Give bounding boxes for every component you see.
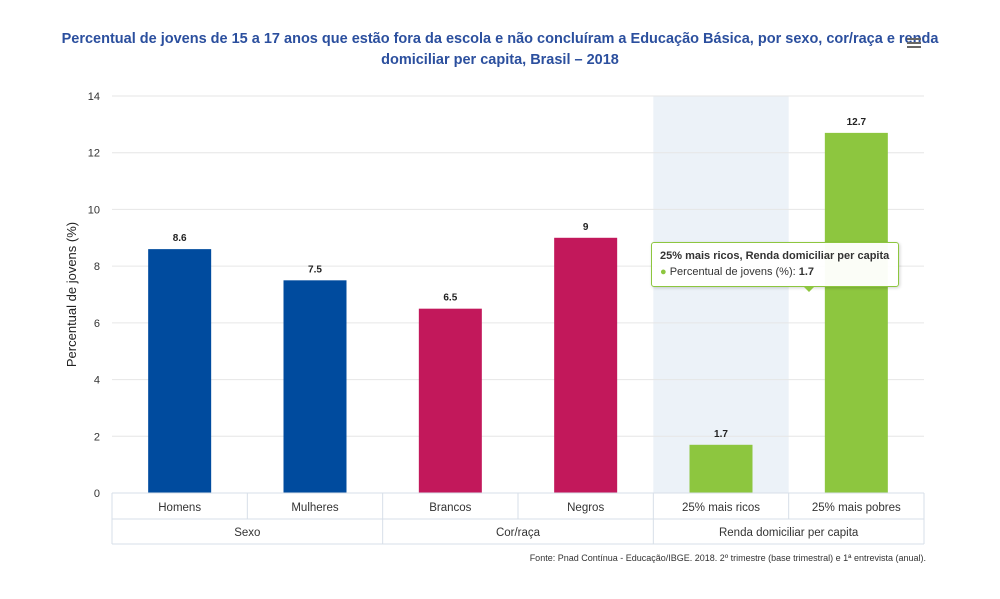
y-tick-label: 6 (94, 318, 100, 330)
y-tick-label: 14 (88, 91, 100, 103)
tooltip-value: 1.7 (798, 266, 815, 278)
tooltip-caret (803, 286, 815, 292)
y-tick-label: 10 (88, 204, 100, 216)
bar (283, 280, 347, 493)
data-label: 6.5 (443, 293, 457, 304)
x-category-label: Negros (567, 502, 604, 514)
hamburger-menu-icon[interactable] (907, 36, 921, 50)
data-label: 9 (583, 222, 589, 233)
x-category-label: 25% mais pobres (812, 502, 901, 514)
source-note: Fonte: Pnad Contínua - Educação/IBGE. 20… (529, 553, 926, 563)
data-label: 7.5 (308, 264, 322, 275)
y-axis-label: Percentual de jovens (%) (64, 222, 79, 367)
y-tick-label: 0 (94, 488, 100, 500)
data-label: 8.6 (173, 233, 187, 244)
tooltip-series-line: ● Percentual de jovens (%): 1.7 (660, 266, 814, 278)
bar (554, 237, 618, 493)
chart-title: Percentual de jovens de 15 a 17 anos que… (61, 31, 939, 68)
bar (418, 308, 482, 493)
hover-highlight-band (653, 96, 789, 493)
bar (824, 132, 888, 493)
x-category-label: Brancos (429, 502, 471, 514)
y-tick-label: 8 (94, 261, 100, 273)
data-label: 1.7 (714, 429, 728, 440)
y-tick-label: 4 (94, 375, 100, 387)
bar (689, 444, 753, 493)
x-group-label: Renda domiciliar per capita (719, 527, 859, 539)
y-tick-label: 2 (94, 431, 100, 443)
x-group-label: Sexo (234, 527, 260, 539)
tooltip-header: 25% mais ricos, Renda domiciliar per cap… (660, 250, 890, 262)
tooltip-series-dot-icon: ● (660, 266, 667, 278)
data-label: 12.7 (847, 117, 867, 128)
x-category-label: Mulheres (291, 502, 339, 514)
x-group-label: Cor/raça (496, 527, 541, 539)
bar (148, 249, 212, 493)
x-category-label: 25% mais ricos (682, 502, 760, 514)
x-category-label: Homens (158, 502, 201, 514)
chart-tooltip: 25% mais ricos, Renda domiciliar per cap… (651, 242, 899, 292)
tooltip-series-label: Percentual de jovens (%): (669, 266, 796, 278)
y-tick-label: 12 (88, 148, 100, 160)
